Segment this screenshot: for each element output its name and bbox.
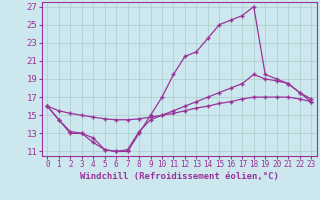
X-axis label: Windchill (Refroidissement éolien,°C): Windchill (Refroidissement éolien,°C)	[80, 172, 279, 181]
